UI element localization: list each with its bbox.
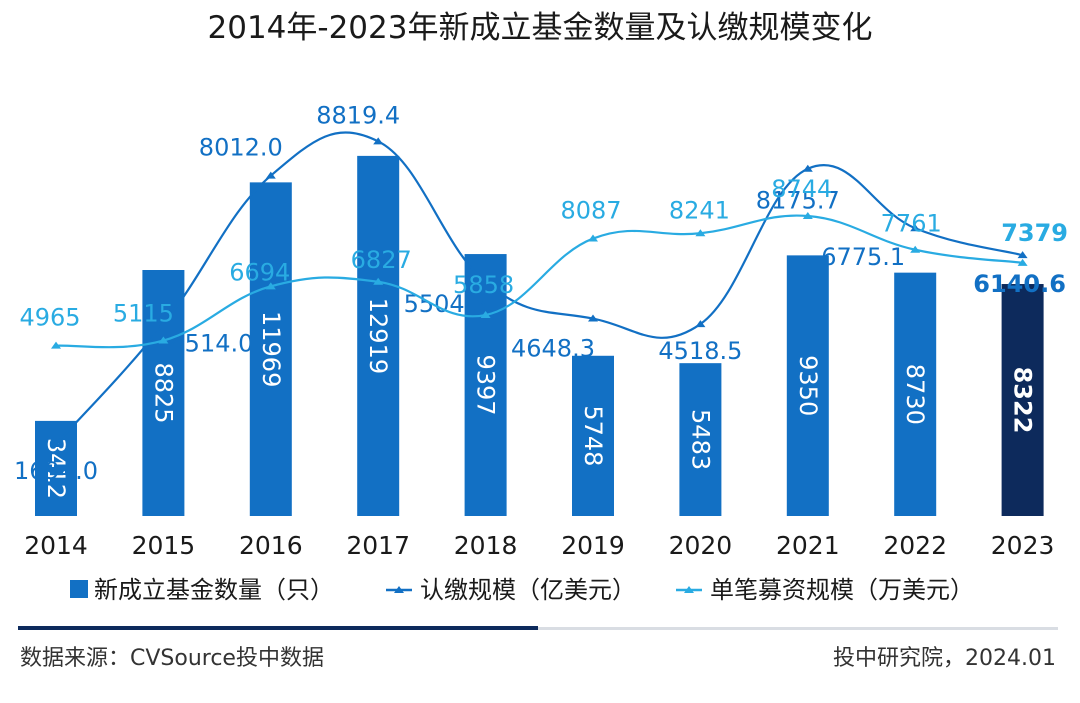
avg-fund-size-point — [373, 277, 384, 285]
bar-2023 — [1001, 284, 1044, 516]
x-tick-label: 2014 — [24, 531, 88, 560]
subscribed-scale-point — [1017, 251, 1028, 259]
avg-fund-size-label: 8241 — [669, 196, 730, 224]
x-tick-label: 2022 — [883, 531, 947, 560]
x-tick-label: 2023 — [991, 531, 1055, 560]
bar-value-label: 11969 — [257, 311, 285, 387]
bar-2016 — [249, 182, 292, 516]
chart-title: 2014年-2023年新成立基金数量及认缴规模变化 — [208, 10, 873, 46]
x-tick-label: 2016 — [239, 531, 303, 560]
subscribed-scale-point — [51, 440, 61, 448]
avg-fund-size-label: 5115 — [113, 300, 174, 328]
bar-value-label: 8730 — [901, 364, 929, 425]
avg-fund-size-label: 7379 — [1001, 219, 1068, 247]
subscribed-scale-point — [480, 278, 491, 286]
source-note: 数据来源：CVSource投中数据 — [20, 646, 324, 671]
subscribed-scale-point — [373, 137, 384, 145]
legend-label: 认缴规模（亿美元） — [420, 576, 636, 604]
footer-rule-dark — [18, 626, 538, 630]
footer-rule-light — [538, 627, 1058, 630]
bar-value-label: 12919 — [364, 298, 392, 374]
legend-marker — [394, 586, 404, 593]
bar-2019 — [572, 355, 614, 516]
bar-2014 — [35, 420, 77, 516]
bar-value-label: 8825 — [149, 362, 177, 423]
x-tick-label: 2015 — [132, 531, 196, 560]
bar-value-label: 5483 — [686, 409, 714, 470]
avg-fund-size-label: 4965 — [19, 304, 80, 332]
bar-value-label: 5748 — [579, 405, 607, 466]
bar-value-label: 9397 — [472, 354, 500, 415]
legend-label: 单笔募资规模（万美元） — [710, 576, 974, 604]
subscribed-scale-label: 4518.5 — [658, 337, 742, 365]
subscribed-scale-label: 6140.6 — [973, 270, 1066, 298]
bar-2017 — [357, 155, 400, 516]
avg-fund-size-label: 8087 — [560, 197, 621, 225]
legend-marker — [684, 586, 694, 593]
bar-2020 — [679, 363, 722, 516]
avg-fund-size-point — [695, 229, 706, 237]
x-tick-label: 2019 — [561, 531, 625, 560]
subscribed-scale-point — [802, 164, 813, 172]
avg-fund-size-point — [51, 341, 61, 349]
subscribed-scale-label: 6775.1 — [821, 243, 905, 271]
bar-2018 — [464, 254, 507, 516]
avg-fund-size-point — [158, 336, 169, 344]
credit-note: 投中研究院，2024.01 — [833, 646, 1056, 671]
bar-2021 — [786, 255, 829, 516]
x-tick-label: 2021 — [776, 531, 840, 560]
bar-value-label: 3412 — [42, 438, 70, 499]
subscribed-scale-label: 1694.0 — [14, 457, 98, 485]
avg-fund-size-label: 8744 — [771, 175, 832, 203]
combo-chart: 2014年-2023年新成立基金数量及认缴规模变化 3412 8825 11969 1… — [14, 10, 1068, 604]
avg-fund-size-point — [802, 212, 813, 220]
subscribed-scale-label: 8012.0 — [199, 134, 283, 162]
bar-2022 — [894, 272, 937, 516]
legend-bar-swatch — [70, 580, 88, 598]
subscribed-scale-point — [588, 314, 598, 322]
subscribed-scale-point — [910, 224, 921, 232]
subscribed-scale-label: 4648.3 — [511, 335, 595, 363]
avg-fund-size-point — [588, 234, 598, 242]
avg-fund-size-label: 7761 — [881, 210, 942, 238]
legend-label: 新成立基金数量（只） — [94, 576, 334, 604]
x-tick-label: 2017 — [346, 531, 410, 560]
bar-2015 — [142, 270, 185, 516]
x-tick-label: 2020 — [669, 531, 733, 560]
avg-fund-size-point — [265, 282, 276, 290]
x-tick-label: 2018 — [454, 531, 518, 560]
avg-fund-size-point — [480, 311, 491, 319]
avg-fund-size-point — [1017, 258, 1028, 266]
subscribed-scale-point — [695, 320, 706, 328]
subscribed-scale-point — [265, 171, 276, 179]
bar-value-label: 8322 — [1009, 367, 1037, 434]
avg-fund-size-label: 6827 — [351, 246, 412, 274]
subscribed-scale-label: 8175.7 — [756, 187, 840, 215]
avg-fund-size-label: 6694 — [229, 258, 290, 286]
bar-value-label: 9350 — [794, 355, 822, 416]
subscribed-scale-point — [158, 320, 169, 328]
avg-fund-size-point — [910, 245, 921, 253]
avg-fund-size-label: 5858 — [453, 271, 514, 299]
avg-fund-size-line — [55, 214, 1023, 349]
subscribed-scale-line — [55, 131, 1023, 445]
subscribed-scale-label: 8819.4 — [316, 101, 400, 129]
